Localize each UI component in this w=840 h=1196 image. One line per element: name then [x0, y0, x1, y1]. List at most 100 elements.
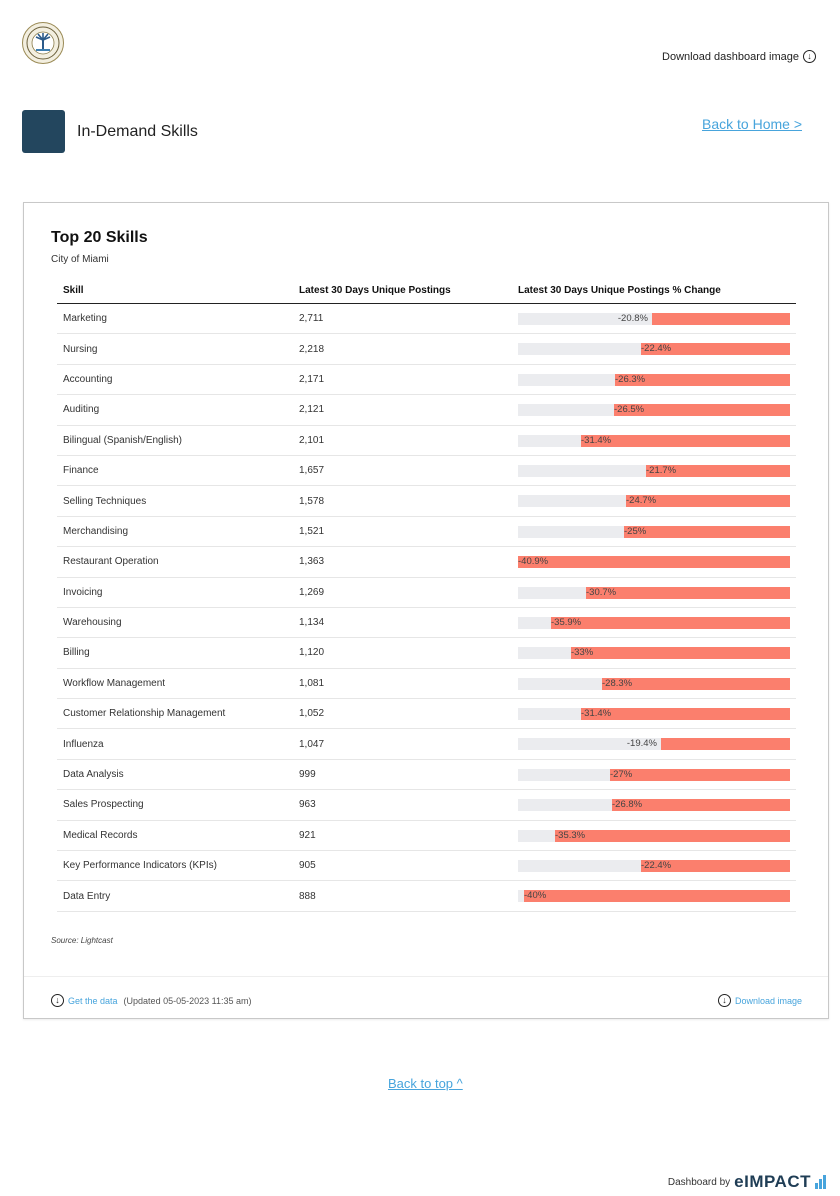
download-circle-icon: ↓	[51, 994, 64, 1007]
download-image-label: Download image	[734, 995, 802, 1006]
change-bar-track: -31.4%	[518, 434, 790, 447]
change-bar-track: -40%	[518, 890, 790, 903]
palm-tree-icon	[26, 26, 60, 60]
table-row: Workflow Management 1,081 -28.3%	[57, 669, 796, 700]
table-row: Restaurant Operation 1,363 -40.9%	[57, 547, 796, 578]
table-row: Data Entry 888 -40%	[57, 881, 796, 912]
table-row: Billing 1,120 -33%	[57, 638, 796, 669]
change-bar-track: -22.4%	[518, 343, 790, 356]
change-bar	[586, 586, 790, 599]
change-label: -26.5%	[614, 404, 645, 416]
skill-name: Bilingual (Spanish/English)	[63, 434, 182, 446]
postings-value: 1,657	[299, 465, 325, 477]
change-bar-track: -31.4%	[518, 708, 790, 721]
change-bar	[555, 829, 790, 842]
change-label: -27%	[610, 768, 633, 780]
table-row: Auditing 2,121 -26.5%	[57, 395, 796, 426]
change-bar	[641, 343, 790, 356]
change-label: -40%	[524, 890, 547, 902]
change-bar	[581, 708, 790, 721]
change-bar-track: -30.7%	[518, 586, 790, 599]
table-body: Marketing 2,711 -20.8% Nursing 2,218 -22.4% Ac…	[57, 304, 796, 912]
skill-name: Merchandising	[63, 525, 129, 537]
skill-name: Influenza	[63, 738, 104, 750]
brand-name[interactable]: eIMPACT	[734, 1172, 811, 1191]
change-label: -28.3%	[602, 677, 633, 689]
table-row: Medical Records 921 -35.3%	[57, 821, 796, 852]
table-row: Finance 1,657 -21.7%	[57, 456, 796, 487]
card-footer: ↓ Get the data (Updated 05-05-2023 11:35…	[24, 976, 828, 1019]
source-note: Source: Lightcast	[51, 936, 113, 945]
postings-value: 1,120	[299, 647, 325, 659]
change-label: -25%	[624, 525, 647, 537]
change-bar	[641, 860, 790, 873]
change-cell: -28.3%	[513, 669, 796, 698]
change-cell: -31.4%	[513, 699, 796, 728]
change-bar	[626, 495, 790, 508]
change-cell: -19.4%	[513, 729, 796, 758]
change-bar-track: -27%	[518, 768, 790, 781]
skill-name: Nursing	[63, 343, 98, 355]
skill-name: Accounting	[63, 373, 113, 385]
skill-name: Sales Prospecting	[63, 799, 144, 811]
download-circle-icon: ↓	[717, 994, 731, 1007]
change-bar	[610, 768, 790, 781]
table-header: Skill Latest 30 Days Unique Postings Lat…	[57, 278, 796, 304]
change-bar-track: -20.8%	[518, 313, 790, 325]
change-cell: -22.4%	[513, 334, 796, 363]
change-cell: -24.7%	[513, 486, 796, 515]
change-bar-track: -25%	[518, 525, 790, 538]
change-bar	[571, 647, 790, 660]
change-label: -26.3%	[615, 373, 646, 385]
card-subtitle: City of Miami	[51, 254, 109, 265]
bar-chart-icon	[815, 1175, 826, 1189]
get-data-group: ↓ Get the data (Updated 05-05-2023 11:35…	[51, 994, 251, 1007]
change-cell: -26.3%	[513, 365, 796, 394]
change-bar-track: -33%	[518, 647, 790, 660]
postings-value: 2,711	[299, 313, 324, 325]
skill-name: Medical Records	[63, 829, 138, 841]
city-seal-logo	[22, 22, 64, 64]
change-bar-track: -40.9%	[518, 556, 790, 569]
change-label: -33%	[571, 647, 594, 659]
change-label: -20.8%	[617, 313, 648, 324]
section-icon	[22, 110, 65, 153]
change-cell: -35.3%	[513, 821, 796, 850]
change-bar	[518, 556, 790, 569]
download-dashboard-label: Download dashboard image	[662, 50, 799, 63]
change-bar	[661, 738, 790, 751]
change-bar	[615, 373, 790, 386]
skill-name: Invoicing	[63, 586, 103, 598]
change-bar-track: -26.5%	[518, 404, 790, 417]
change-bar-track: -35.9%	[518, 616, 790, 629]
card-title: Top 20 Skills	[51, 229, 148, 246]
table-row: Key Performance Indicators (KPIs) 905 -22.…	[57, 851, 796, 882]
change-bar	[602, 677, 790, 690]
download-image-button[interactable]: ↓ Download image	[717, 994, 802, 1007]
column-header-postings: Latest 30 Days Unique Postings	[299, 285, 451, 296]
postings-value: 2,101	[299, 434, 325, 446]
change-bar-track: -28.3%	[518, 677, 790, 690]
skill-name: Data Entry	[63, 890, 111, 902]
change-bar-track: -35.3%	[518, 829, 790, 842]
change-label: -24.7%	[626, 495, 657, 507]
table-row: Sales Prospecting 963 -26.8%	[57, 790, 796, 821]
skill-name: Workflow Management	[63, 677, 166, 689]
skill-name: Finance	[63, 465, 99, 477]
skill-name: Restaurant Operation	[63, 556, 159, 568]
table-row: Influenza 1,047 -19.4%	[57, 729, 796, 760]
skill-name: Warehousing	[63, 617, 122, 629]
change-label: -30.7%	[586, 586, 617, 598]
column-header-skill: Skill	[63, 285, 84, 296]
download-dashboard-button[interactable]: Download dashboard image ↓	[662, 50, 816, 63]
section-title: In-Demand Skills	[77, 122, 198, 140]
postings-value: 2,121	[299, 404, 325, 416]
change-cell: -40%	[513, 881, 796, 910]
brand-prefix: Dashboard by	[667, 1176, 731, 1188]
change-label: -21.7%	[646, 464, 677, 476]
back-to-home-link[interactable]: Back to Home >	[702, 116, 802, 132]
get-data-link[interactable]: Get the data	[68, 995, 118, 1006]
back-to-top-link[interactable]: Back to top ^	[388, 1076, 463, 1091]
change-cell: -21.7%	[513, 456, 796, 485]
change-cell: -30.7%	[513, 578, 796, 607]
